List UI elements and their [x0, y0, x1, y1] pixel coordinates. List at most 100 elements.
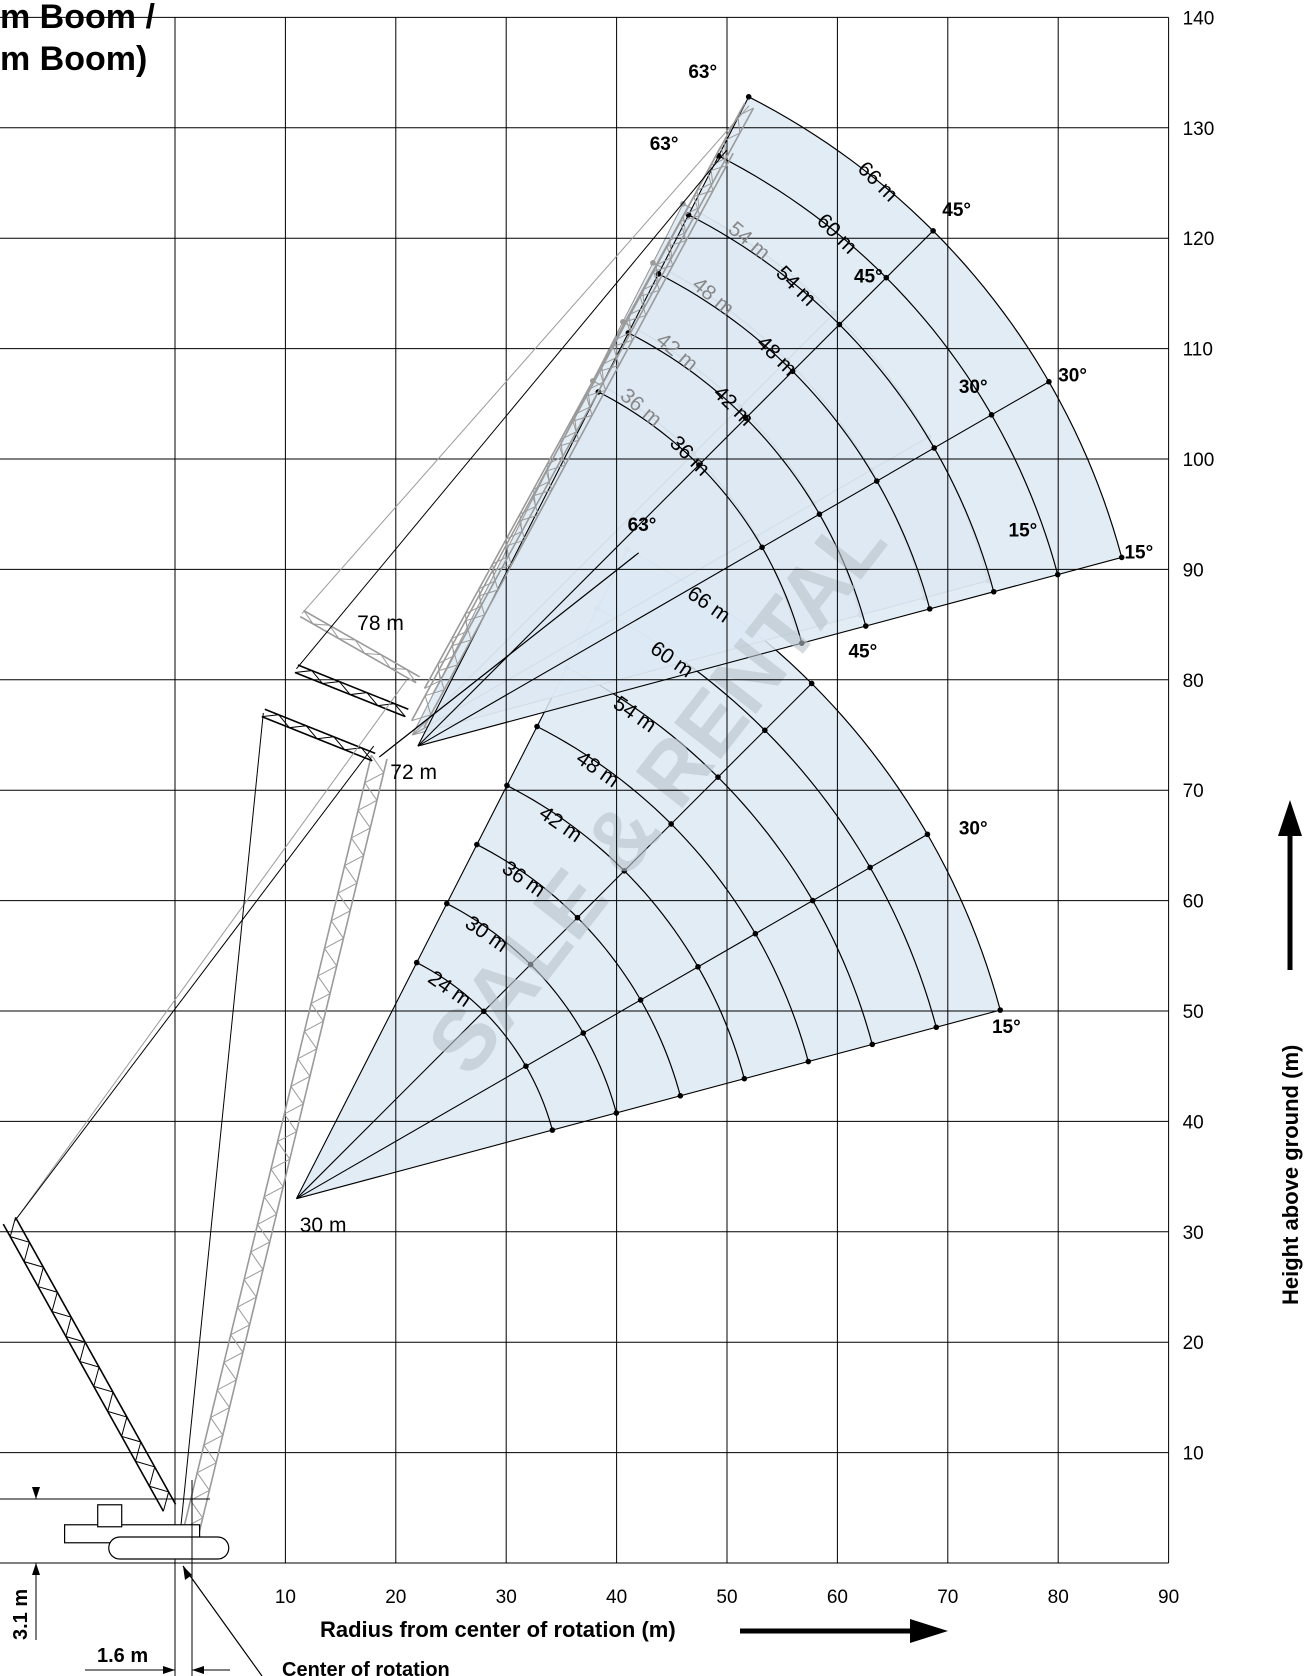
working-range-fans	[295, 94, 1125, 1200]
jib-point	[924, 831, 931, 838]
boom-chord	[299, 615, 417, 684]
boom-chord	[432, 107, 755, 694]
jib-point	[527, 961, 534, 968]
jib-arc	[446, 903, 617, 1114]
guy-line	[296, 149, 728, 670]
jib-point	[534, 723, 540, 730]
angle-label: 30°	[959, 377, 988, 398]
jib-point	[990, 588, 997, 595]
jib-point	[988, 412, 995, 418]
jib-point	[798, 640, 805, 646]
jib-arc	[416, 962, 553, 1131]
x-axis-arrow	[740, 1619, 948, 1643]
jib-point	[926, 606, 933, 612]
fan-area	[417, 96, 1122, 747]
angle-ray	[417, 230, 934, 747]
boom-lacing	[9, 1217, 170, 1512]
jib-point	[574, 914, 581, 921]
angle-ray	[296, 1009, 1001, 1200]
radius-offset-label: 1.6 m	[97, 1645, 148, 1667]
jib-arc	[476, 844, 681, 1096]
dimension-annotations: 3.1 m 1.6 m Center of rotation	[0, 1480, 450, 1676]
height-offset-label: 3.1 m	[10, 1589, 32, 1640]
y-tick-label: 60	[1183, 892, 1204, 913]
jib-point	[789, 368, 796, 375]
y-tick-label: 140	[1183, 8, 1215, 29]
jib-point	[650, 260, 656, 266]
jib-point	[869, 1041, 876, 1048]
y-tick-label: 100	[1183, 450, 1215, 471]
jib-point	[621, 868, 628, 874]
jib-arc	[748, 96, 1123, 558]
x-axis-title: Radius from center of rotation (m)	[320, 1617, 676, 1642]
jib-point	[874, 478, 880, 484]
jib-point	[474, 841, 480, 848]
guy-line	[180, 712, 264, 1530]
crawler-track	[108, 1536, 230, 1560]
chart-title-line2: m Boom)	[0, 40, 147, 78]
angle-label: 63°	[650, 134, 679, 155]
counterweight	[97, 1504, 123, 1528]
boom-lacing	[183, 754, 385, 1529]
angle-label: 45°	[854, 266, 883, 287]
x-tick-label: 40	[606, 1587, 627, 1608]
jib-point	[677, 1093, 684, 1099]
x-tick-label: 80	[1048, 1587, 1069, 1608]
jib-arc	[506, 785, 745, 1079]
pivot-label: 30 m	[300, 1214, 347, 1237]
jib-point	[668, 821, 674, 827]
y-tick-label: 80	[1183, 671, 1204, 692]
x-tick-label: 60	[827, 1587, 848, 1608]
angle-label: 30°	[1058, 366, 1087, 387]
angle-label: 63°	[688, 62, 717, 83]
x-tick-label: 10	[275, 1587, 296, 1608]
y-tick-label: 130	[1183, 119, 1215, 140]
angle-label: 30°	[959, 818, 988, 839]
jib-point	[444, 900, 450, 907]
x-tick-label: 70	[937, 1587, 958, 1608]
jib-point	[741, 1075, 748, 1082]
jib-point	[997, 1007, 1004, 1013]
jib-point	[1046, 378, 1052, 385]
angle-label: 15°	[992, 1017, 1021, 1038]
angle-ray	[417, 381, 1050, 747]
guy-line	[14, 679, 408, 1222]
main-boom-label: 72 m	[390, 761, 437, 784]
jib-point	[504, 782, 510, 789]
y-tick-label: 120	[1183, 229, 1215, 250]
y-tick-label: 90	[1183, 560, 1204, 581]
jib-point	[752, 930, 759, 937]
y-tick-label: 40	[1183, 1112, 1204, 1133]
y-tick-label: 20	[1183, 1333, 1204, 1354]
chart-title-line1: m Boom /	[0, 0, 155, 36]
boom-chord	[14, 1216, 177, 1505]
jib-point	[816, 511, 823, 517]
jib-point	[745, 94, 752, 100]
jib-arc	[628, 332, 867, 627]
angle-label: 15°	[1009, 520, 1038, 541]
guy-line	[301, 105, 750, 614]
boom-chord	[198, 758, 388, 1532]
jib-point	[808, 680, 815, 687]
center-of-rotation-label: Center of rotation	[282, 1659, 450, 1676]
jib-point	[715, 774, 721, 780]
angle-label: 45°	[942, 200, 971, 221]
jib-point	[933, 1024, 940, 1031]
jib-point	[549, 1127, 556, 1133]
y-axis-arrow	[1278, 800, 1302, 970]
y-axis-ticks: 10 20 30 40 50 60 70 80 90 100 110 120 130 140	[1183, 8, 1215, 1464]
jib-point	[696, 462, 702, 468]
jib-point	[805, 1058, 812, 1065]
angle-label: 45°	[848, 642, 877, 663]
angle-ray	[296, 833, 928, 1200]
jib-point	[637, 997, 644, 1003]
jib-arc	[688, 214, 995, 592]
crane-drawing	[2, 102, 755, 1560]
y-axis-title: Height above ground (m)	[1278, 1045, 1303, 1305]
jib-point	[867, 864, 873, 871]
fan-area	[296, 549, 1001, 1199]
chart-grid	[0, 16, 1170, 1564]
boom-chord	[264, 708, 376, 755]
jib-point	[836, 321, 843, 328]
